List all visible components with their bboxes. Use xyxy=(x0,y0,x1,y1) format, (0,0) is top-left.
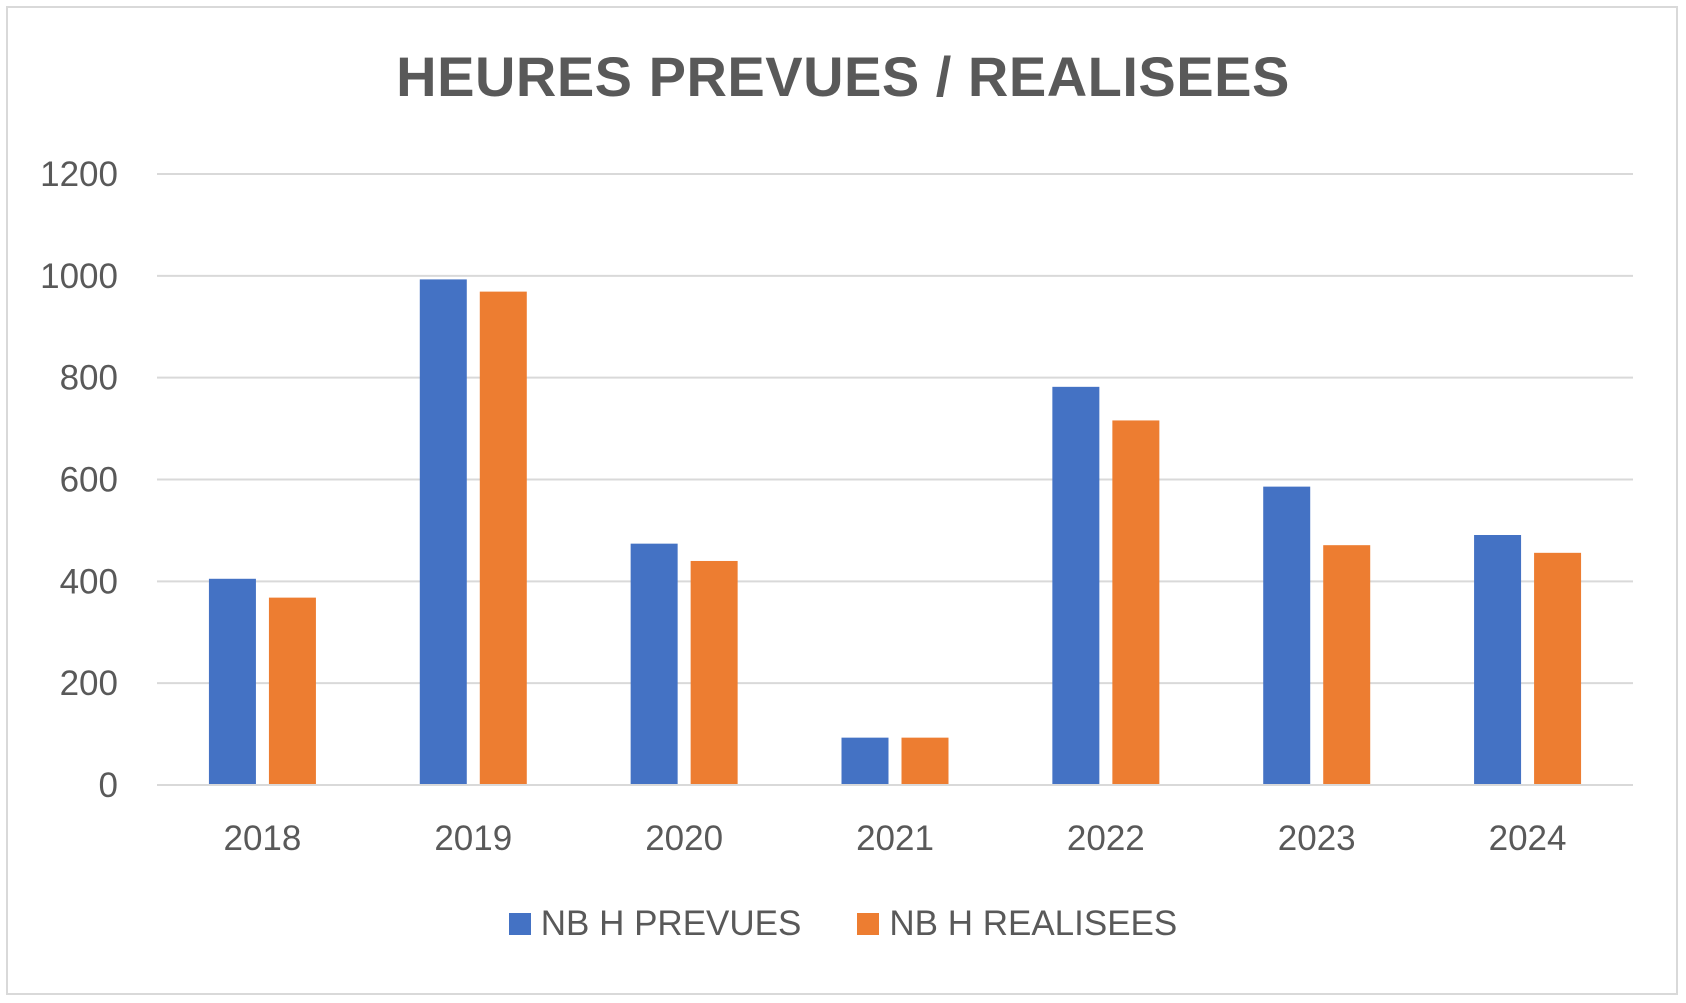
y-tick-label: 200 xyxy=(60,664,118,703)
x-tick-label: 2019 xyxy=(434,819,512,858)
legend-swatch-prevues xyxy=(508,913,531,935)
legend: NB H PREVUES NB H REALISEES xyxy=(0,904,1686,944)
legend-label-realisees: NB H REALISEES xyxy=(889,904,1178,943)
bar-realisees-2021 xyxy=(901,737,949,785)
bar-prevues-2020 xyxy=(630,543,678,785)
bar-realisees-2018 xyxy=(268,597,316,785)
bar-realisees-2019 xyxy=(479,291,527,785)
y-tick-label: 0 xyxy=(99,766,118,805)
bar-prevues-2024 xyxy=(1474,534,1522,785)
y-tick-label: 400 xyxy=(60,562,118,601)
legend-swatch-realisees xyxy=(857,913,880,935)
bar-prevues-2019 xyxy=(419,279,467,785)
y-tick-label: 800 xyxy=(60,359,118,398)
chart-title: HEURES PREVUES / REALISEES xyxy=(396,45,1290,108)
x-tick-label: 2022 xyxy=(1067,819,1145,858)
legend-item-prevues: NB H PREVUES xyxy=(508,904,802,944)
x-tick-label: 2021 xyxy=(856,819,934,858)
x-tick-label: 2024 xyxy=(1489,819,1567,858)
y-tick-label: 1000 xyxy=(40,257,118,296)
bar-prevues-2023 xyxy=(1263,486,1311,785)
x-tick-label: 2018 xyxy=(223,819,301,858)
y-tick-label: 600 xyxy=(60,461,118,500)
bar-realisees-2023 xyxy=(1323,545,1371,785)
legend-label-prevues: NB H PREVUES xyxy=(540,904,802,943)
bar-realisees-2020 xyxy=(690,560,738,785)
bar-prevues-2021 xyxy=(841,737,889,785)
bar-realisees-2024 xyxy=(1534,552,1582,785)
legend-item-realisees: NB H REALISEES xyxy=(857,904,1177,944)
bar-prevues-2018 xyxy=(208,578,256,785)
bar-prevues-2022 xyxy=(1052,386,1100,785)
y-tick-label: 1200 xyxy=(40,155,118,194)
x-tick-label: 2020 xyxy=(645,819,723,858)
x-tick-label: 2023 xyxy=(1278,819,1356,858)
bar-realisees-2022 xyxy=(1112,420,1160,785)
chart-frame xyxy=(6,6,1678,995)
